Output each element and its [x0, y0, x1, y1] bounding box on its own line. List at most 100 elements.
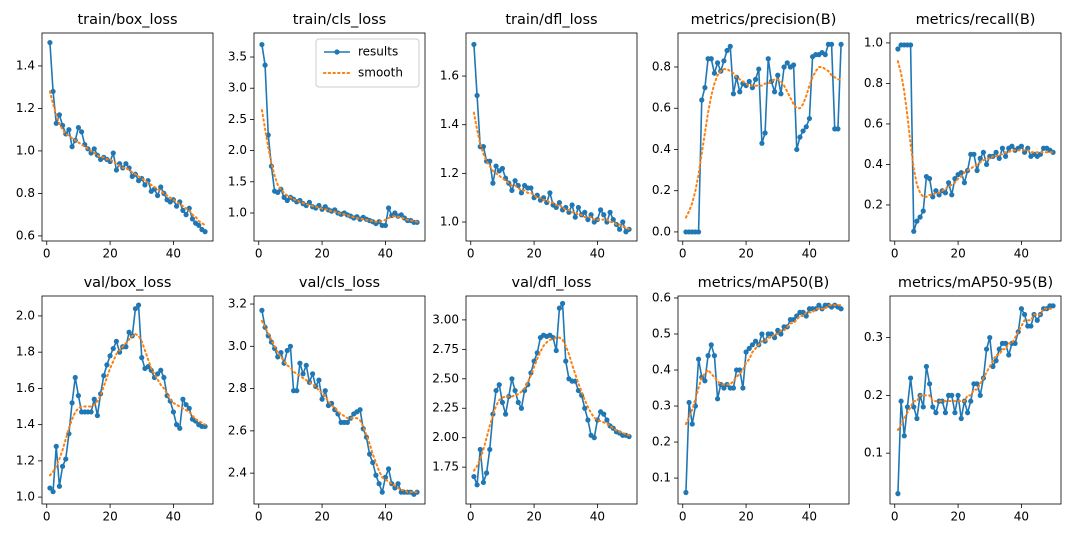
results-marker — [547, 190, 553, 196]
results-marker — [56, 483, 63, 489]
subplot-title: train/cls_loss — [293, 12, 386, 28]
results-marker — [987, 335, 993, 341]
results-marker — [901, 433, 907, 439]
y-tick-label: 1.0 — [864, 35, 883, 49]
results-marker — [1012, 340, 1018, 346]
results-marker — [69, 400, 75, 406]
subplot-title: val/cls_loss — [299, 275, 380, 291]
x-tick-label: 0 — [43, 510, 51, 524]
results-marker — [822, 52, 828, 58]
results-marker — [53, 443, 59, 449]
results-marker — [110, 150, 116, 156]
results-marker — [518, 190, 525, 196]
results-marker — [949, 392, 955, 398]
results-marker — [955, 392, 961, 398]
legend: results smooth — [315, 38, 420, 88]
results-marker — [977, 155, 983, 161]
results-marker — [942, 410, 949, 416]
results-marker — [47, 485, 53, 491]
results-marker — [284, 197, 290, 204]
y-tick-label: 1.4 — [440, 117, 459, 131]
subplot-title: metrics/recall(B) — [916, 12, 1036, 28]
x-tick-label: 40 — [590, 247, 605, 261]
results-marker — [1002, 340, 1009, 346]
results-marker — [983, 161, 990, 168]
results-marker — [281, 194, 287, 200]
results-marker — [382, 222, 389, 229]
results-marker — [911, 228, 917, 234]
results-marker — [746, 78, 752, 85]
results-marker — [968, 398, 974, 404]
axes-frame — [253, 295, 426, 505]
results-marker — [474, 92, 480, 99]
results-marker — [958, 415, 964, 422]
results-marker — [686, 399, 692, 406]
results-marker — [569, 202, 575, 208]
x-tick-label: 20 — [738, 510, 753, 524]
results-marker — [904, 404, 911, 410]
results-marker — [996, 346, 1002, 352]
results-marker — [790, 62, 797, 68]
results-marker — [395, 481, 401, 487]
x-tick-label: 20 — [950, 510, 965, 524]
results-marker — [319, 396, 325, 402]
x-tick-label: 20 — [314, 510, 329, 524]
results-marker — [512, 387, 518, 394]
subplot: metrics/recall(B) 0 20 40 0.2 0.4 0.6 0.8 1.0 — [864, 12, 1062, 261]
x-tick-label: 40 — [378, 247, 393, 261]
results-marker — [714, 396, 721, 402]
results-marker — [942, 190, 949, 196]
results-marker — [262, 62, 268, 68]
results-marker — [743, 349, 749, 355]
subplot: metrics/precision(B) 0 20 40 0.0 0.2 0.4 0.6 0.8 — [652, 12, 850, 261]
y-tick-label: 0.6 — [864, 116, 883, 130]
results-marker — [737, 89, 743, 95]
results-marker — [376, 481, 382, 487]
results-marker — [139, 355, 145, 361]
results-marker — [471, 41, 477, 48]
results-marker — [487, 446, 493, 453]
results-marker — [730, 91, 737, 97]
results-marker — [1018, 143, 1025, 149]
y-tick-label: 2.25 — [432, 401, 459, 415]
results-marker — [1021, 311, 1028, 318]
results-marker — [559, 300, 566, 307]
results-marker — [926, 381, 933, 387]
results-marker — [566, 209, 572, 215]
subplot-title: val/dfl_loss — [512, 275, 592, 291]
results-marker — [294, 388, 300, 394]
results-marker — [499, 165, 506, 172]
subplot: train/cls_loss 0 20 40 1.0 1.5 2.0 2.5 3.0 3.5 res… — [228, 12, 426, 261]
results-marker — [964, 410, 971, 416]
results-marker — [88, 150, 94, 156]
results-marker — [170, 409, 177, 415]
results-marker — [917, 214, 923, 220]
y-tick-label: 1.75 — [432, 460, 459, 474]
y-tick-label: 2.00 — [432, 430, 459, 444]
smooth-line — [260, 319, 419, 494]
results-marker — [379, 489, 385, 495]
results-marker — [958, 169, 964, 176]
results-marker — [1018, 306, 1025, 312]
x-tick-label: 0 — [255, 510, 263, 524]
results-marker — [556, 305, 563, 311]
smooth-line — [896, 307, 1055, 432]
axes-frame — [465, 32, 638, 242]
y-tick-label: 0.6 — [652, 101, 671, 115]
results-marker — [756, 66, 762, 72]
legend-marker — [334, 49, 340, 55]
results-marker — [762, 130, 768, 136]
results-marker — [177, 425, 183, 431]
results-marker — [1028, 323, 1034, 329]
results-marker — [189, 216, 196, 222]
results-marker — [781, 64, 787, 70]
axes-frame — [677, 295, 850, 505]
results-marker — [91, 146, 97, 152]
results-marker — [714, 60, 721, 66]
results-marker — [575, 204, 582, 211]
smooth-line — [684, 304, 843, 426]
y-tick-label: 0.6 — [652, 290, 671, 304]
y-tick-label: 2.0 — [16, 308, 35, 322]
y-tick-label: 2.4 — [228, 466, 247, 480]
